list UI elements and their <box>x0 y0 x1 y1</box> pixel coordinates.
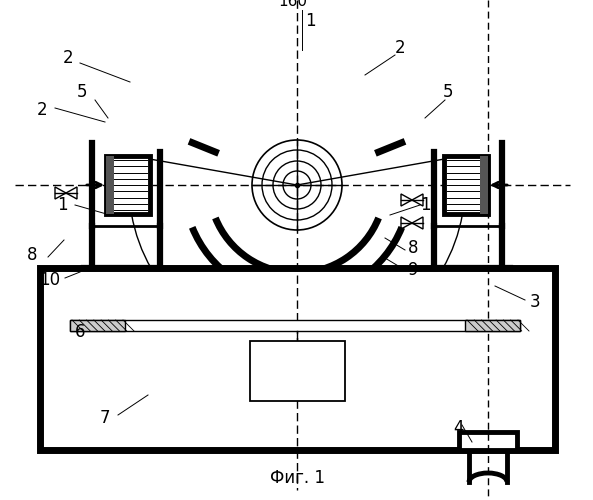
Text: 8: 8 <box>408 239 419 257</box>
Bar <box>106 156 114 214</box>
Bar <box>465 320 520 331</box>
Text: 3: 3 <box>530 293 541 311</box>
Bar <box>40 268 555 450</box>
Text: 1: 1 <box>420 196 431 214</box>
Text: 10: 10 <box>40 271 60 289</box>
Text: 1: 1 <box>57 196 68 214</box>
Text: 2: 2 <box>63 49 74 67</box>
Text: 4: 4 <box>452 419 463 437</box>
Text: 5: 5 <box>443 83 453 101</box>
Bar <box>459 432 517 450</box>
Text: 2: 2 <box>37 101 47 119</box>
Text: 9: 9 <box>408 261 419 279</box>
Bar <box>70 320 520 331</box>
Bar <box>70 320 125 331</box>
Text: 160°: 160° <box>279 0 315 9</box>
Bar <box>480 156 488 214</box>
Text: Фиг. 1: Фиг. 1 <box>269 469 324 487</box>
Bar <box>250 341 345 401</box>
Text: 2: 2 <box>395 39 405 57</box>
Text: 6: 6 <box>75 323 85 341</box>
Text: 1: 1 <box>305 12 315 30</box>
Text: 5: 5 <box>76 83 87 101</box>
Text: 7: 7 <box>100 409 110 427</box>
Bar <box>106 156 150 214</box>
Bar <box>444 156 488 214</box>
Text: 8: 8 <box>27 246 37 264</box>
